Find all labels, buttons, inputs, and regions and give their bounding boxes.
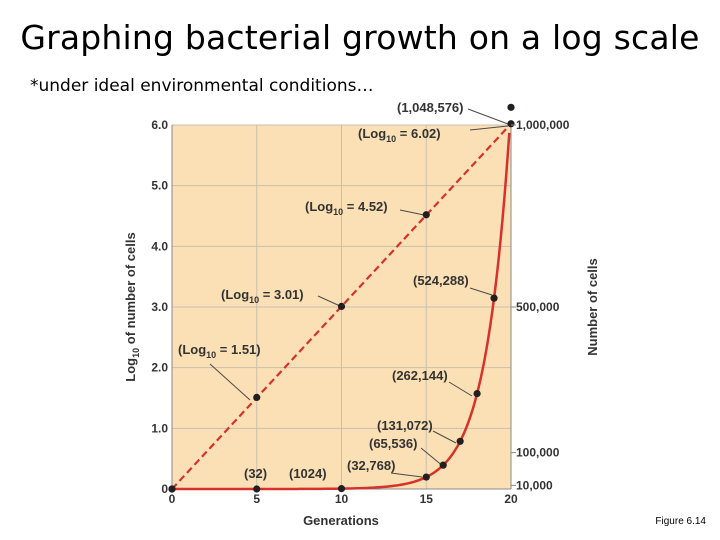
y-tick-label-left: 0 (161, 482, 168, 496)
leader-line (467, 108, 509, 125)
log-series-point (422, 211, 430, 219)
leader-line (448, 381, 473, 397)
y-axis-label-right: Number of cells (585, 258, 600, 356)
label-524288: (524,288) (413, 273, 469, 288)
label-32: (32) (244, 466, 267, 481)
label-131072: (131,072) (377, 418, 433, 433)
series (168, 103, 515, 493)
leader-line (469, 287, 493, 296)
log-series-line (171, 123, 512, 490)
data-labels: (32) (1024) (32,768) (65,536) (131,072) (262,… (178, 100, 469, 481)
leader-line (399, 209, 425, 216)
y-tick-label-left: 5.0 (151, 179, 168, 193)
arithmetic-series-point (337, 485, 346, 493)
leader-line (469, 125, 509, 131)
y-axis-label-left: Log10 of number of cells (123, 232, 141, 381)
label-log-301: (Log10 = 3.01) (221, 287, 304, 305)
label-262144: (262,144) (392, 368, 448, 383)
y-tick-label-right: 500,000 (516, 300, 560, 314)
tick-labels: 0 5 10 15 20 0 1.0 2.0 3.0 4.0 5.0 6.0 10,000 100,000… (151, 118, 569, 506)
log-series-point (253, 393, 261, 401)
y-tick-label-left: 1.0 (151, 421, 168, 435)
y-tick-label-right: 10,000 (516, 478, 553, 492)
y-tick-label-left: 2.0 (151, 361, 168, 375)
leader-line (209, 363, 251, 401)
label-log-151: (Log10 = 1.51) (178, 342, 261, 360)
arithmetic-series-point (168, 485, 176, 493)
y-tick-label-left: 3.0 (151, 300, 168, 314)
slide-subtitle: *under ideal environmental conditions… (30, 76, 374, 96)
leader-line (432, 430, 457, 444)
figure-note: Figure 6.14 (655, 516, 706, 527)
slide-title: Graphing bacterial growth on a log scale (20, 18, 700, 57)
label-log-602: (Log10 = 6.02) (358, 126, 441, 144)
arithmetic-series-point (490, 294, 498, 302)
arithmetic-series-point (473, 389, 481, 398)
log-series-point (337, 302, 346, 310)
x-tick-label: 20 (504, 492, 518, 506)
label-1024: (1024) (289, 466, 327, 481)
x-tick-label: 10 (335, 492, 349, 506)
arithmetic-series-point (439, 461, 447, 469)
y-tick-label-left: 6.0 (151, 118, 168, 132)
leader-line (390, 472, 423, 478)
arithmetic-series-point (507, 103, 515, 111)
x-tick-label: 15 (420, 492, 434, 506)
x-axis-label: Generations (303, 513, 379, 528)
y-tick-label-right: 100,000 (516, 446, 560, 460)
arithmetic-series-point (456, 437, 464, 445)
label-32768: (32,768) (347, 458, 395, 473)
arithmetic-series-point (253, 485, 261, 493)
log-series-point (507, 120, 515, 128)
x-tick-label: 0 (169, 492, 176, 506)
y-tick-label-left: 4.0 (151, 239, 168, 253)
leader-line (317, 295, 341, 307)
arithmetic-series-point (422, 473, 430, 481)
x-tick-label: 5 (253, 492, 260, 506)
label-65536: (65,536) (369, 436, 417, 451)
label-log-452: (Log10 = 4.52) (305, 199, 388, 217)
y-tick-label-right: 1,000,000 (516, 118, 570, 132)
label-1048576: (1,048,576) (397, 100, 464, 115)
